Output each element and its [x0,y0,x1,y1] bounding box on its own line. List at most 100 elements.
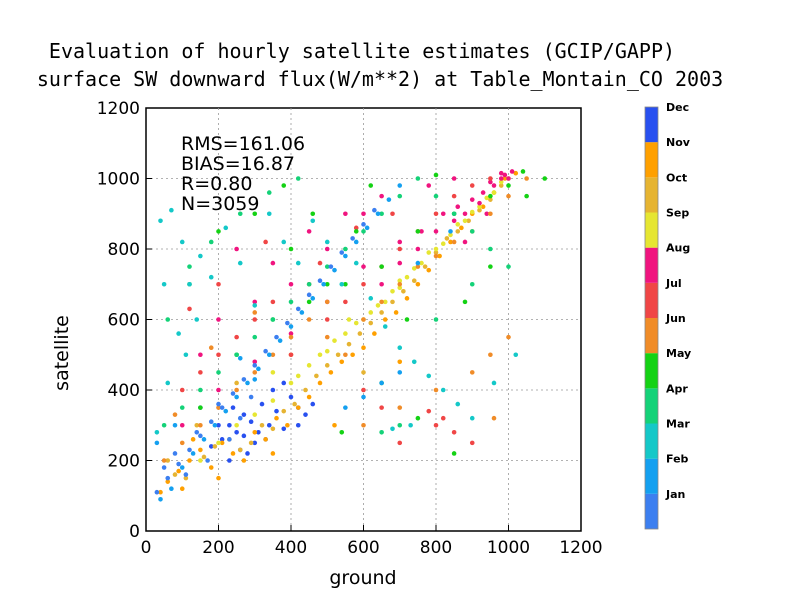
point-jul-20 [469,440,475,446]
point-nov-21 [393,310,399,315]
point-may-15 [252,211,258,217]
point-jun-8 [306,317,312,322]
point-nov-22 [404,296,410,301]
point-oct-11 [303,387,308,393]
point-oct-21 [411,278,417,284]
colorbar-label-sep: Sep [666,207,689,220]
point-aug-28 [426,183,432,188]
point-sep-36 [270,370,276,375]
point-nov-24 [426,267,432,273]
x-tick-label-0: 0 [141,538,152,558]
point-oct-27 [477,207,482,213]
point-may-14 [288,246,294,252]
point-sep-8 [390,289,395,294]
point-apr-7 [288,299,294,305]
point-apr-26 [397,422,403,428]
point-mar-20 [368,296,374,301]
point-nov-2 [187,458,192,463]
point-feb-30 [237,355,243,361]
point-feb-29 [252,377,258,382]
point-mar-8 [194,317,200,322]
point-aug-17 [361,264,366,269]
point-feb-24 [172,422,178,428]
point-jan-29 [248,394,254,400]
point-oct-20 [401,289,406,294]
point-jun-31 [172,412,178,417]
point-feb-17 [343,253,348,259]
point-dec-1 [227,422,232,428]
point-aug-0 [379,281,384,287]
point-apr-19 [506,264,511,269]
point-nov-33 [158,489,163,495]
point-dec-12 [303,412,308,417]
point-aug-15 [498,176,504,181]
colorbar-swatch-mar [645,423,658,459]
point-aug-39 [506,176,511,181]
x-axis-label: ground [329,567,396,589]
point-apr-25 [295,176,301,181]
point-jul-15 [451,193,457,199]
point-feb-19 [364,225,370,231]
point-feb-18 [353,239,359,245]
point-jan-28 [237,415,243,421]
point-oct-8 [270,426,276,432]
point-sep-22 [411,266,417,271]
point-apr-11 [361,229,366,234]
point-dec-10 [288,394,294,400]
point-jan-19 [361,222,366,227]
point-feb-27 [379,380,384,386]
point-nov-23 [415,281,421,287]
y-tick-label-5: 1000 [97,170,140,190]
point-feb-32 [448,229,453,234]
point-oct-22 [422,264,428,269]
point-feb-9 [256,366,261,372]
point-aug-3 [433,229,439,234]
point-jun-5 [252,370,258,375]
point-mar-10 [223,225,229,231]
point-nov-20 [382,317,388,322]
point-nov-13 [306,394,312,400]
point-sep-13 [462,218,468,224]
point-aug-13 [455,204,461,209]
colorbar-label-jan: Jan [665,488,685,501]
point-jun-18 [488,211,493,217]
point-jun-27 [491,415,497,421]
point-mar-31 [408,422,413,428]
point-jan-4 [198,433,203,439]
stat-rms: RMS=161.06 [181,133,305,155]
point-aug-6 [469,197,475,202]
point-oct-0 [172,472,178,477]
point-aug-16 [397,239,403,245]
point-nov-5 [219,440,225,446]
y-tick-label-3: 600 [108,311,140,331]
point-aug-26 [234,246,239,252]
point-nov-37 [270,451,276,456]
point-feb-12 [288,324,294,329]
point-may-19 [462,299,468,305]
point-mar-25 [440,387,446,393]
point-sep-10 [419,260,424,266]
point-nov-1 [176,468,181,474]
point-jan-22 [172,451,178,456]
point-jul-16 [469,183,475,188]
colorbar-label-apr: Apr [666,382,688,395]
point-dec-7 [266,422,272,428]
x-tick-label-6: 1200 [559,538,602,558]
point-jun-26 [506,334,511,340]
colorbar-label-mar: Mar [666,418,690,431]
point-feb-5 [212,422,218,428]
point-may-22 [353,229,359,234]
point-oct-31 [194,422,200,428]
point-feb-21 [386,197,392,202]
point-dec-6 [259,401,265,407]
data-points [154,169,548,502]
point-jun-15 [433,253,439,259]
point-aug-36 [216,387,221,393]
point-mar-17 [324,239,330,245]
point-feb-0 [158,496,163,502]
chart-subtitle: surface SW downward flux(W/m**2) at Tabl… [37,67,723,91]
point-mar-26 [455,401,461,407]
point-dec-14 [256,430,261,435]
point-jul-3 [234,334,239,340]
point-jul-4 [252,317,258,322]
